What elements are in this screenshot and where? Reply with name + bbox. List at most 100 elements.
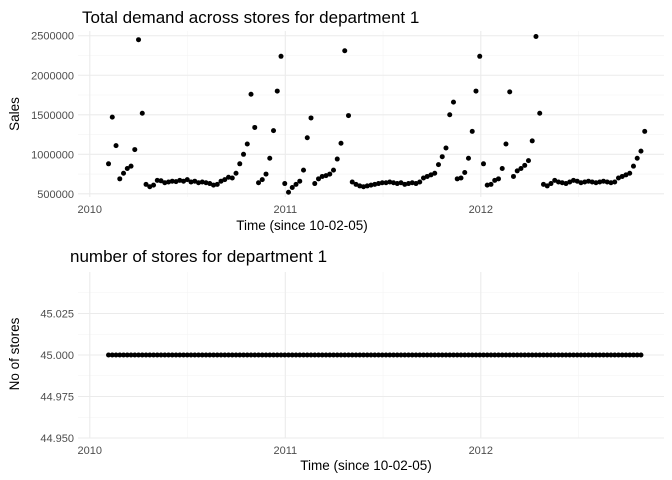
stores-data-point <box>346 352 351 358</box>
stores-data-point <box>121 352 127 358</box>
stores-data-point <box>537 352 543 358</box>
sales-data-point <box>439 154 445 160</box>
sales-data-point <box>169 178 175 184</box>
sales-data-point <box>582 179 588 185</box>
stores-y-tick-label: 45.025 <box>40 309 74 321</box>
stores-data-point <box>443 352 449 358</box>
stores-data-point <box>600 352 606 358</box>
stores-data-point <box>218 352 224 358</box>
sales-data-point <box>301 167 307 173</box>
stores-data-point <box>331 352 336 358</box>
stores-data-point <box>158 352 164 358</box>
stores-data-point <box>604 352 610 358</box>
sales-data-point <box>181 178 187 184</box>
stores-data-point <box>552 352 558 358</box>
stores-y-tick-label: 44.975 <box>40 392 74 404</box>
stores-data-point <box>274 352 280 358</box>
sales-data-point <box>312 181 318 187</box>
sales-data-point <box>492 177 498 183</box>
sales-data-point <box>282 181 288 187</box>
sales-data-point <box>207 181 213 187</box>
stores-data-point <box>233 352 239 358</box>
sales-data-point <box>495 176 501 182</box>
stores-data-point <box>109 352 115 358</box>
sales-data-point <box>237 161 243 167</box>
sales-data-point <box>567 179 573 185</box>
sales-data-point <box>537 110 543 116</box>
stores-data-point <box>147 352 153 358</box>
sales-data-point <box>106 161 112 167</box>
sales-data-point <box>271 128 277 134</box>
stores-data-point <box>402 352 408 358</box>
stores-data-point <box>473 352 479 358</box>
sales-y-tick-label: 2000000 <box>31 70 74 82</box>
stores-data-point <box>301 352 307 358</box>
stores-data-point <box>192 352 198 358</box>
stores-data-point <box>589 352 595 358</box>
stores-data-point <box>203 352 209 358</box>
stores-chart-title: number of stores for department 1 <box>70 247 327 266</box>
sales-data-point <box>469 128 475 134</box>
stores-data-point <box>394 352 400 358</box>
sales-grid <box>78 31 664 197</box>
sales-data-point <box>316 176 322 182</box>
sales-data-point <box>563 181 569 187</box>
stores-data-point <box>338 352 344 358</box>
sales-data-point <box>578 180 584 186</box>
stores-data-point <box>578 352 584 358</box>
sales-data-point <box>222 177 228 183</box>
stores-data-point <box>522 352 528 358</box>
sales-y-axis-label: Sales <box>7 97 22 131</box>
stores-data-point <box>184 352 190 358</box>
stores-data-point <box>570 352 576 358</box>
stores-data-point <box>424 352 430 358</box>
stores-data-point <box>488 352 494 358</box>
sales-data-point <box>638 148 644 154</box>
sales-data-point <box>435 162 441 168</box>
stores-data-point <box>630 352 636 358</box>
stores-data-point <box>406 352 411 358</box>
sales-data-point <box>533 34 539 40</box>
sales-data-point <box>346 113 351 119</box>
sales-data-point <box>391 180 396 186</box>
stores-data-point <box>503 352 509 358</box>
stores-data-point <box>117 352 123 358</box>
sales-data-point <box>634 155 640 161</box>
stores-data-point <box>533 352 539 358</box>
sales-data-point <box>349 179 355 185</box>
sales-data-point <box>274 88 280 94</box>
stores-data-point <box>499 352 505 358</box>
stores-data-point <box>143 352 149 358</box>
stores-data-point <box>304 352 310 358</box>
sales-data-point <box>383 180 389 186</box>
sales-data-point <box>158 178 164 184</box>
stores-data-point <box>237 352 243 358</box>
stores-data-point <box>383 352 389 358</box>
stores-data-point <box>495 352 501 358</box>
stores-data-point <box>214 352 220 358</box>
sales-data-point <box>252 124 258 130</box>
sales-data-point <box>113 143 119 149</box>
sales-data-point <box>510 173 516 179</box>
sales-data-point <box>630 163 636 169</box>
sales-data-point <box>188 179 194 185</box>
sales-data-point <box>394 181 400 187</box>
stores-y-axis-label: No of stores <box>7 317 22 390</box>
sales-data-point <box>529 138 535 144</box>
sales-data-point <box>447 112 453 118</box>
stores-data-point <box>327 352 333 358</box>
stores-data-point <box>113 352 119 358</box>
sales-panel: Total demand across stores for departmen… <box>7 8 664 233</box>
stores-data-point <box>465 352 471 358</box>
stores-data-point <box>319 352 325 358</box>
stores-data-point <box>615 352 621 358</box>
stores-data-point <box>477 352 483 358</box>
stores-x-ticks: 2010 2011 2012 <box>78 445 494 457</box>
stores-data-point <box>293 352 299 358</box>
stores-data-point <box>548 352 554 358</box>
sales-data-point <box>368 182 374 188</box>
stores-data-point <box>608 352 614 358</box>
sales-data-point <box>462 170 468 175</box>
sales-data-point <box>278 53 284 59</box>
